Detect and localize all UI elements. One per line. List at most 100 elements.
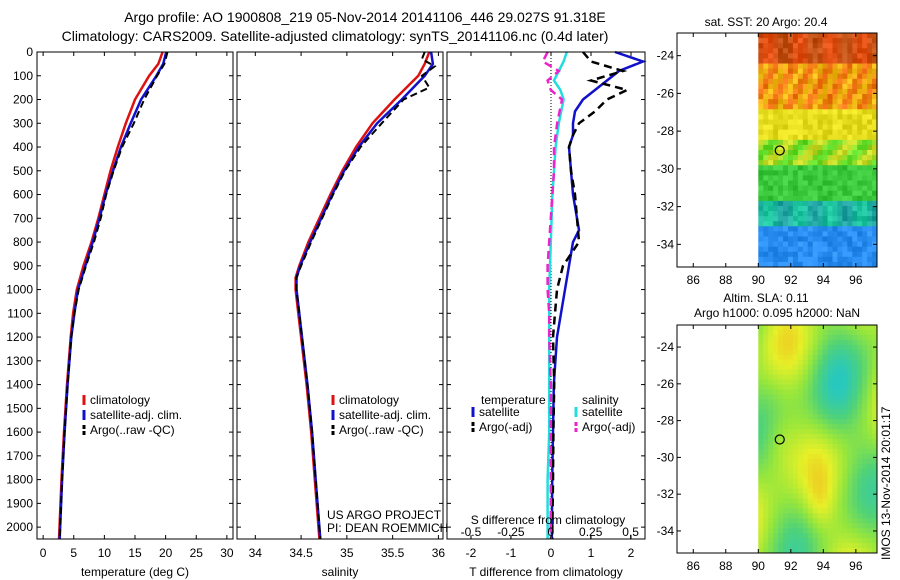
map-cell xyxy=(802,139,809,146)
map-cell xyxy=(822,359,828,366)
map-cell xyxy=(812,325,819,331)
map-cell xyxy=(867,205,873,212)
map-cell xyxy=(797,216,804,222)
map-cell xyxy=(797,104,804,110)
map-cell xyxy=(857,339,863,346)
y-tick-label: -32 xyxy=(657,200,675,214)
map-cell xyxy=(812,548,819,554)
map-cell xyxy=(802,205,809,212)
map-cell xyxy=(787,180,794,187)
map-cell xyxy=(797,195,804,202)
map-cell xyxy=(797,83,804,90)
map-cell xyxy=(783,538,789,544)
map-cell xyxy=(787,478,794,485)
map-cell xyxy=(802,453,809,460)
map-cell xyxy=(807,211,814,217)
map-cell xyxy=(857,548,863,554)
map-cell xyxy=(787,349,794,356)
map-cell xyxy=(827,216,833,222)
map-cell xyxy=(822,155,828,161)
map-cell xyxy=(872,175,878,181)
map-cell xyxy=(792,256,799,263)
map-cell xyxy=(758,124,764,131)
map-cell xyxy=(872,443,878,450)
map-cell xyxy=(842,185,848,192)
map-cell xyxy=(758,231,764,237)
map-cell xyxy=(867,94,873,100)
map-cell xyxy=(822,419,828,425)
map-cell xyxy=(792,109,799,115)
map-cell xyxy=(867,473,873,480)
map-cell xyxy=(827,498,833,504)
map-cell xyxy=(763,364,769,371)
map-cell xyxy=(827,528,833,534)
map-cell xyxy=(792,33,799,39)
map-cell xyxy=(812,119,819,125)
map-cell xyxy=(832,170,838,176)
map-cell xyxy=(867,349,873,356)
map-cell xyxy=(872,463,878,470)
map-cell xyxy=(867,414,873,420)
map-cell xyxy=(832,190,838,197)
map-cell xyxy=(867,399,873,405)
map-cell xyxy=(787,211,794,217)
map-cell xyxy=(817,344,823,351)
map-cell xyxy=(778,453,784,460)
map-cell xyxy=(768,155,774,161)
map-cell xyxy=(857,134,863,141)
map-cell xyxy=(773,48,779,54)
map-cell xyxy=(768,443,774,450)
map-cell xyxy=(852,344,858,351)
map-cell xyxy=(797,508,804,514)
map-cell xyxy=(763,384,769,390)
map-cell xyxy=(778,354,784,361)
map-cell xyxy=(822,170,828,176)
map-cell xyxy=(862,200,868,207)
map-cell xyxy=(763,513,769,519)
map-cell xyxy=(827,48,833,54)
map-cell xyxy=(827,538,833,544)
map-cell xyxy=(872,195,878,202)
map-cell xyxy=(847,379,853,385)
map-cell xyxy=(773,165,779,171)
map-cell xyxy=(817,195,823,202)
map-cell xyxy=(852,88,858,95)
map-cell xyxy=(797,493,804,499)
map-cell xyxy=(857,241,863,248)
map-cell xyxy=(763,175,769,181)
map-cell xyxy=(797,170,804,176)
map-cell xyxy=(832,543,838,549)
map-cell xyxy=(778,221,784,227)
map-cell xyxy=(797,261,804,268)
map-cell xyxy=(758,236,764,242)
map-cell xyxy=(802,434,809,440)
map-cell xyxy=(812,429,819,435)
x-tick-label: 96 xyxy=(849,273,863,287)
map-cell xyxy=(812,508,819,514)
map-cell xyxy=(857,394,863,400)
map-cell xyxy=(778,488,784,494)
map-cell xyxy=(807,409,814,415)
map-cell xyxy=(842,38,848,44)
map-cell xyxy=(837,513,843,519)
map-cell xyxy=(778,83,784,90)
map-cell xyxy=(768,329,774,336)
map-cell xyxy=(812,124,819,131)
map-cell xyxy=(852,246,858,253)
map-cell xyxy=(768,160,774,166)
map-cell xyxy=(842,453,848,460)
map-cell xyxy=(807,129,814,136)
y-tick-label: 900 xyxy=(13,259,33,273)
map-cell xyxy=(792,538,799,544)
map-cell xyxy=(827,369,833,375)
map-cell xyxy=(783,155,789,161)
map-cell xyxy=(758,374,764,380)
map-cell xyxy=(807,389,814,395)
map-cell xyxy=(763,160,769,166)
map-cell xyxy=(787,104,794,110)
map-cell xyxy=(812,533,819,539)
map-cell xyxy=(817,543,823,549)
map-cell xyxy=(842,419,848,425)
map-cell xyxy=(802,73,809,80)
map-cell xyxy=(778,88,784,95)
